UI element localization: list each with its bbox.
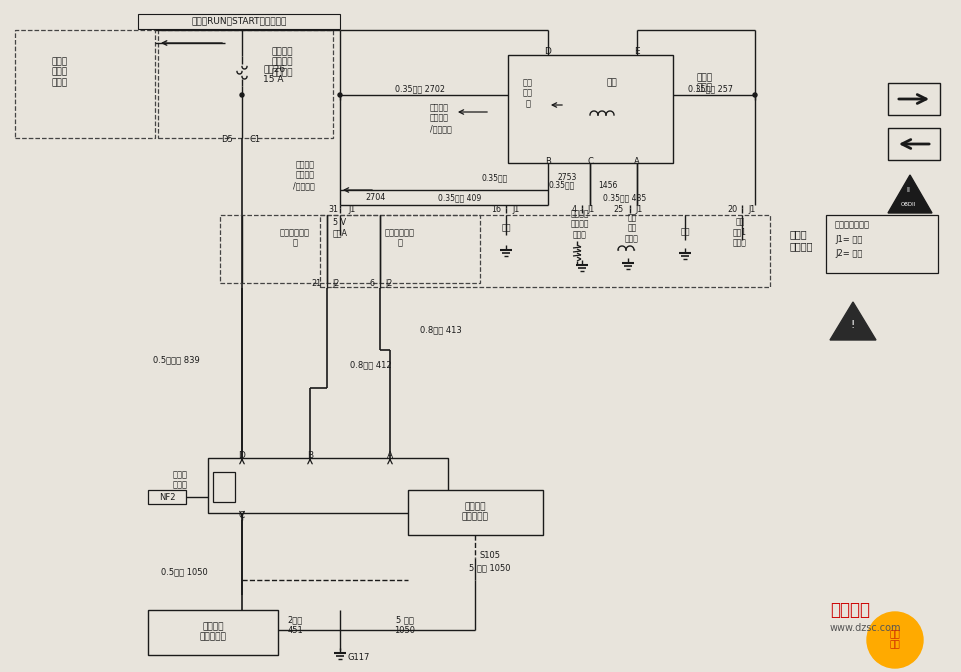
Text: 0.35灰色 2702: 0.35灰色 2702 (395, 85, 445, 93)
Bar (213, 472, 235, 502)
Text: 0.35黑色 409: 0.35黑色 409 (438, 194, 481, 202)
Bar (158, 30, 333, 138)
Text: 0.35黑色: 0.35黑色 (481, 173, 508, 183)
Text: NF2: NF2 (159, 493, 175, 501)
Text: 废气
再循1
环连接: 废气 再循1 环连接 (733, 217, 747, 247)
Text: 发动机罩
下附件导
线接线盒: 发动机罩 下附件导 线接线盒 (272, 47, 293, 77)
Text: D: D (238, 450, 245, 460)
Bar (208, 458, 448, 513)
Text: J1= 灰色: J1= 灰色 (835, 235, 862, 245)
Text: www.dzsc.com: www.dzsc.com (830, 623, 901, 633)
Circle shape (867, 612, 923, 668)
Text: 0.8褐色 413: 0.8褐色 413 (420, 325, 461, 335)
Bar (508, 55, 673, 163)
Text: J2: J2 (332, 280, 339, 288)
Text: 2753: 2753 (558, 173, 578, 183)
Text: 2黑色
451: 2黑色 451 (287, 616, 303, 634)
Text: D5: D5 (221, 136, 233, 144)
Text: 2704: 2704 (365, 192, 385, 202)
Text: 0.35白色 257: 0.35白色 257 (687, 85, 732, 93)
Text: 5 V
参考A: 5 V 参考A (333, 218, 348, 238)
Text: C1: C1 (250, 136, 261, 144)
Bar (148, 610, 278, 655)
Text: 点火: 点火 (606, 79, 617, 87)
Text: J2: J2 (385, 280, 392, 288)
Text: J1: J1 (348, 204, 356, 214)
Text: J1: J1 (635, 204, 642, 214)
Text: !: ! (850, 320, 855, 330)
Text: E: E (634, 48, 640, 56)
Bar (888, 83, 940, 115)
Bar (320, 215, 770, 287)
Text: 0.8紫色 412: 0.8紫色 412 (350, 360, 392, 370)
Text: 25: 25 (614, 204, 624, 214)
Text: C: C (239, 511, 245, 521)
Text: 5 黑色
1050: 5 黑色 1050 (395, 616, 415, 634)
Text: 加热氧传感器
高: 加热氧传感器 高 (280, 228, 310, 248)
Text: 线路系统
的接地分配: 线路系统 的接地分配 (461, 502, 488, 521)
Text: 21: 21 (312, 280, 322, 288)
Text: 31: 31 (328, 204, 338, 214)
Text: 线路系统
的接地分配: 线路系统 的接地分配 (200, 622, 227, 642)
Text: 发动机
控制模块: 发动机 控制模块 (790, 229, 814, 251)
Text: 0.35灰色 435: 0.35灰色 435 (604, 194, 647, 202)
Polygon shape (888, 175, 932, 213)
Text: A: A (634, 157, 640, 167)
Text: G117: G117 (348, 653, 370, 661)
Text: 参考
电压
低: 参考 电压 低 (523, 78, 533, 108)
Text: 6: 6 (370, 280, 375, 288)
Text: C: C (587, 157, 593, 167)
Text: 熔丝26
15 A: 熔丝26 15 A (263, 65, 285, 84)
Text: 维库
一下: 维库 一下 (890, 630, 900, 650)
Text: 加热氧
传感器: 加热氧 传感器 (173, 470, 187, 490)
Text: 线路系
统的电
源分配: 线路系 统的电 源分配 (52, 57, 68, 87)
Text: B: B (545, 157, 551, 167)
Text: 废气再
循环阀: 废气再 循环阀 (697, 73, 713, 93)
Text: 接地: 接地 (502, 224, 510, 233)
Text: D: D (545, 48, 552, 56)
Text: 4: 4 (572, 204, 577, 214)
Text: 进气岐管
绝对压力
/进气温度: 进气岐管 绝对压力 /进气温度 (293, 160, 315, 190)
Text: 16: 16 (491, 204, 501, 214)
Text: 加热氧传感器
低: 加热氧传感器 低 (385, 228, 415, 248)
Bar (888, 128, 940, 160)
Text: 发动机控制模块: 发动机控制模块 (835, 220, 870, 230)
Text: J1: J1 (587, 204, 594, 214)
Text: 0.35棕色: 0.35棕色 (549, 181, 575, 190)
Text: II: II (906, 187, 910, 193)
Circle shape (240, 93, 244, 97)
Text: J2= 黑色: J2= 黑色 (835, 249, 862, 257)
Text: 废气
再循
环控制: 废气 再循 环控制 (625, 213, 639, 243)
Text: OBDII: OBDII (900, 202, 916, 206)
Text: A: A (387, 450, 393, 460)
Circle shape (753, 93, 757, 97)
Text: B: B (307, 450, 313, 460)
Text: 进气岐管
绝对压力
/进气温度: 进气岐管 绝对压力 /进气温度 (430, 103, 452, 133)
Bar (148, 490, 186, 504)
Text: S105: S105 (480, 550, 501, 560)
Text: 5 黑色 1050: 5 黑色 1050 (469, 564, 510, 573)
Bar (138, 14, 340, 29)
Text: 0.5黑色 1050: 0.5黑色 1050 (161, 567, 208, 577)
Circle shape (338, 93, 342, 97)
Text: 废气再循
环阀轴位
置信号: 废气再循 环阀轴位 置信号 (571, 209, 589, 239)
Text: J1: J1 (512, 204, 519, 214)
Text: 0.5粉红色 839: 0.5粉红色 839 (153, 355, 200, 364)
Text: 维库一下: 维库一下 (830, 601, 870, 619)
Text: 1456: 1456 (598, 181, 617, 190)
Text: 点火: 点火 (680, 228, 690, 237)
Polygon shape (830, 302, 876, 340)
Text: 20: 20 (727, 204, 737, 214)
Text: J1: J1 (748, 204, 755, 214)
Bar (220, 215, 480, 283)
Bar (15, 30, 155, 138)
Text: 钥匙在RUN、START位置时供电: 钥匙在RUN、START位置时供电 (191, 17, 286, 26)
Bar (408, 490, 543, 535)
Bar (826, 215, 938, 273)
